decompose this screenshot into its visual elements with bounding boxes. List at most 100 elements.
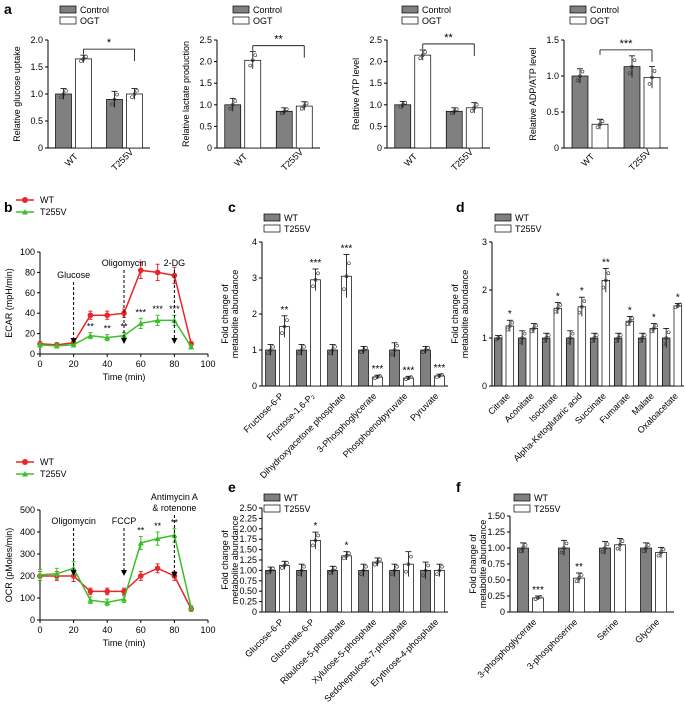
y-tick-label: 100 [20, 593, 35, 603]
data-dot [395, 564, 399, 569]
data-dot [577, 576, 581, 580]
data-dot [302, 344, 306, 349]
bar [310, 540, 321, 613]
panel-letter-c: c [228, 199, 236, 215]
significance-label: ** [104, 324, 112, 334]
legend-label: T255V [284, 504, 311, 514]
data-dot [652, 69, 657, 73]
data-dot [373, 562, 377, 567]
y-tick-label: 0.5 [546, 107, 559, 117]
bar [655, 552, 667, 613]
data-dot [642, 333, 647, 337]
data-dot [390, 572, 394, 576]
y-axis-label-line2: metabolite abundance [230, 516, 240, 605]
data-dot [598, 122, 602, 127]
bar [244, 59, 262, 149]
data-dot [266, 351, 270, 356]
data-dot [606, 271, 611, 276]
data-dot [282, 109, 287, 114]
significance-label: * [652, 313, 656, 324]
data-dot [330, 568, 335, 573]
x-tick-label: Pyruvate [408, 391, 440, 423]
data-dot [135, 88, 139, 93]
bar [517, 547, 529, 613]
data-dot [518, 549, 523, 553]
x-tick-label: 80 [169, 359, 179, 369]
data-dot [110, 102, 114, 107]
bar [265, 570, 276, 613]
data-dot [613, 339, 618, 343]
bar [279, 565, 290, 613]
significance-label: *** [136, 307, 147, 317]
significance-label: ** [575, 562, 583, 573]
significance-label: ** [274, 34, 283, 46]
data-dot [630, 64, 634, 69]
data-dot [578, 74, 582, 78]
y-tick-label: 2.0 [199, 57, 212, 67]
legend-swatch [263, 493, 281, 502]
data-dot [271, 566, 275, 571]
y-axis-label: Fold change of [468, 534, 478, 594]
data-dot [523, 543, 528, 547]
x-tick-label: WT [232, 151, 249, 168]
x-tick-label: T255V [449, 147, 475, 173]
legend-label: T255V [284, 224, 311, 234]
data-dot [390, 352, 394, 357]
data-point [154, 317, 161, 323]
data-dot [421, 573, 425, 578]
y-axis-label-line2: metabolite abundance [478, 520, 488, 609]
data-dot [328, 571, 332, 575]
legend-label: WT [534, 493, 548, 503]
data-dot [615, 546, 620, 551]
data-dot [426, 346, 430, 350]
data-dot [553, 309, 558, 314]
data-dot [656, 553, 661, 558]
bar [601, 280, 611, 387]
bar [637, 337, 647, 387]
y-tick-label: 1.0 [546, 71, 559, 81]
data-dot [361, 348, 366, 352]
data-point [87, 332, 94, 339]
data-dot [79, 59, 83, 63]
significance-label: ** [444, 32, 453, 44]
x-tick-label: T255V [627, 147, 653, 173]
y-tick-label: 0.5 [30, 116, 43, 126]
data-dot [311, 284, 315, 289]
data-point [53, 342, 60, 349]
significance-label: *** [403, 365, 415, 376]
annotation-label: Antimycin A [151, 492, 198, 502]
data-dot [361, 568, 366, 573]
data-dot [297, 351, 301, 356]
bar [589, 337, 599, 387]
bar [649, 328, 659, 387]
data-dot [112, 97, 117, 102]
x-tick-label: 20 [69, 625, 79, 635]
data-dot [81, 57, 86, 61]
y-tick-label: 0.50 [239, 586, 257, 596]
x-tick-label: 60 [136, 625, 146, 635]
data-dot [449, 111, 454, 116]
y-tick-label: 1.0 [369, 100, 382, 110]
bar [126, 93, 143, 149]
bar [529, 328, 539, 387]
significance-label: * [314, 521, 318, 532]
data-dot [574, 579, 579, 583]
y-tick-label: 0.75 [487, 559, 505, 569]
bar [541, 337, 551, 387]
significance-label: *** [372, 364, 384, 375]
y-tick-label: 2.5 [199, 35, 212, 45]
y-tick-label: 1.00 [239, 565, 257, 575]
significance-label: ** [137, 525, 145, 535]
y-tick-label: 1.25 [239, 555, 257, 565]
data-dot [570, 331, 575, 336]
data-dot [266, 570, 270, 575]
bar [577, 306, 587, 387]
data-dot [664, 336, 668, 340]
x-tick-label: 3-phosphoglycerate [475, 617, 538, 680]
bar [372, 561, 383, 613]
data-dot [472, 106, 477, 110]
data-dot [650, 75, 654, 80]
y-tick-label: 200 [20, 571, 35, 581]
data-point [121, 310, 127, 317]
data-dot [418, 56, 423, 61]
